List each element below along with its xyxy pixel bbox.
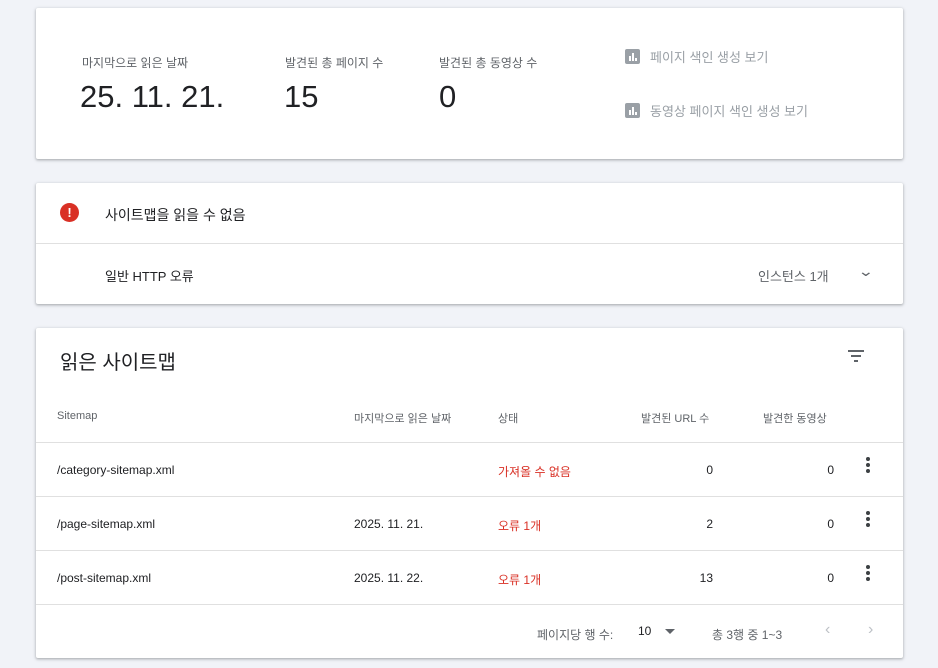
- table-row[interactable]: /page-sitemap.xml 2025. 11. 21. 오류 1개 2 …: [36, 497, 903, 551]
- error-card: ! 사이트맵을 읽을 수 없음 일반 HTTP 오류 인스턴스 1개 ⌄: [36, 183, 903, 304]
- header-urls[interactable]: 발견된 URL 수: [641, 413, 710, 425]
- last-read-value: 25. 11. 21.: [80, 79, 225, 114]
- last-read-date: 2025. 11. 22.: [354, 571, 424, 585]
- error-row-http[interactable]: 일반 HTTP 오류 인스턴스 1개 ⌄: [36, 244, 903, 304]
- more-vert-icon[interactable]: [866, 511, 870, 527]
- chevron-down-icon[interactable]: ⌄: [857, 263, 875, 279]
- rows-per-page-select[interactable]: 10: [638, 624, 676, 638]
- error-item: 일반 HTTP 오류: [105, 269, 194, 284]
- error-icon: !: [60, 203, 79, 222]
- status: 오류 1개: [498, 573, 542, 587]
- sitemap-path: /post-sitemap.xml: [57, 571, 152, 585]
- summary-card: 마지막으로 읽은 날짜 25. 11. 21. 발견된 총 페이지 수 15 발…: [36, 8, 903, 159]
- table-row[interactable]: /category-sitemap.xml 가져올 수 없음 0 0: [36, 443, 903, 497]
- video-index-label: 동영상 페이지 색인 생성 보기: [650, 104, 808, 119]
- url-count: 0: [706, 463, 713, 477]
- video-count: 0: [827, 571, 834, 585]
- pagination-range: 총 3행 중 1~3: [712, 628, 783, 642]
- pages-label: 발견된 총 페이지 수: [285, 56, 384, 70]
- error-title: 사이트맵을 읽을 수 없음: [105, 207, 246, 223]
- dropdown-arrow-icon: [665, 628, 676, 634]
- sitemap-path: /category-sitemap.xml: [57, 463, 175, 477]
- bar-chart-icon: [625, 49, 640, 64]
- status: 오류 1개: [498, 519, 542, 533]
- more-vert-icon[interactable]: [866, 565, 870, 581]
- video-index-link[interactable]: 동영상 페이지 색인 생성 보기: [625, 101, 808, 120]
- table-row[interactable]: /post-sitemap.xml 2025. 11. 22. 오류 1개 13…: [36, 551, 903, 605]
- header-videos[interactable]: 발견한 동영상: [763, 413, 827, 425]
- header-sitemap[interactable]: Sitemap: [57, 410, 98, 422]
- video-count: 0: [827, 463, 834, 477]
- instances-count: 인스턴스 1개: [758, 269, 829, 284]
- table-title: 읽은 사이트맵: [60, 352, 176, 374]
- videos-label: 발견된 총 동영상 수: [439, 56, 538, 70]
- header-last-read[interactable]: 마지막으로 읽은 날짜: [354, 413, 452, 425]
- pages-value: 15: [284, 79, 319, 114]
- bar-chart-icon: [625, 103, 640, 118]
- last-read-date: 2025. 11. 21.: [354, 517, 424, 531]
- rows-per-page-label: 페이지당 행 수:: [537, 628, 614, 642]
- sitemaps-card: 읽은 사이트맵 Sitemap 마지막으로 읽은 날짜 상태 발견된 URL 수…: [36, 328, 903, 658]
- filter-icon[interactable]: [848, 350, 864, 362]
- status: 가져올 수 없음: [498, 465, 571, 479]
- rows-per-page-value: 10: [638, 624, 652, 638]
- sitemap-path: /page-sitemap.xml: [57, 517, 156, 531]
- prev-page-icon[interactable]: ‹: [825, 621, 831, 638]
- url-count: 2: [706, 517, 713, 531]
- videos-value: 0: [439, 79, 457, 114]
- next-page-icon[interactable]: ›: [868, 621, 874, 638]
- last-read-label: 마지막으로 읽은 날짜: [82, 56, 189, 70]
- more-vert-icon[interactable]: [866, 457, 870, 473]
- page-index-link[interactable]: 페이지 색인 생성 보기: [625, 47, 768, 66]
- header-status[interactable]: 상태: [498, 413, 519, 425]
- video-count: 0: [827, 517, 834, 531]
- page-index-label: 페이지 색인 생성 보기: [650, 50, 769, 65]
- url-count: 13: [699, 571, 713, 585]
